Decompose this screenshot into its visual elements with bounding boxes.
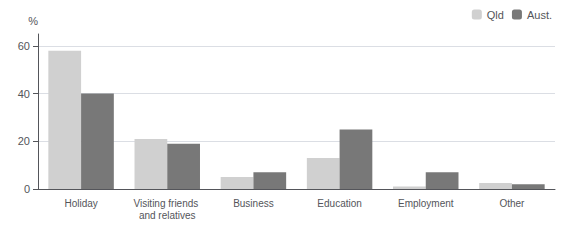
svg-text:Education: Education: [317, 198, 361, 209]
svg-text:Holiday: Holiday: [64, 198, 97, 209]
svg-text:Employment: Employment: [398, 198, 454, 209]
svg-text:40: 40: [18, 88, 30, 100]
svg-text:Visiting friends: Visiting friends: [133, 198, 201, 209]
svg-text:0: 0: [24, 183, 30, 195]
svg-text:Aust.: Aust.: [527, 9, 552, 21]
svg-text:Other: Other: [499, 198, 525, 209]
svg-text:Business: Business: [233, 198, 274, 209]
svg-text:%: %: [28, 15, 38, 27]
svg-text:20: 20: [18, 135, 30, 147]
svg-text:60: 60: [18, 40, 30, 52]
svg-text:Qld: Qld: [487, 9, 504, 21]
svg-text:and relatives: and relatives: [139, 210, 196, 221]
